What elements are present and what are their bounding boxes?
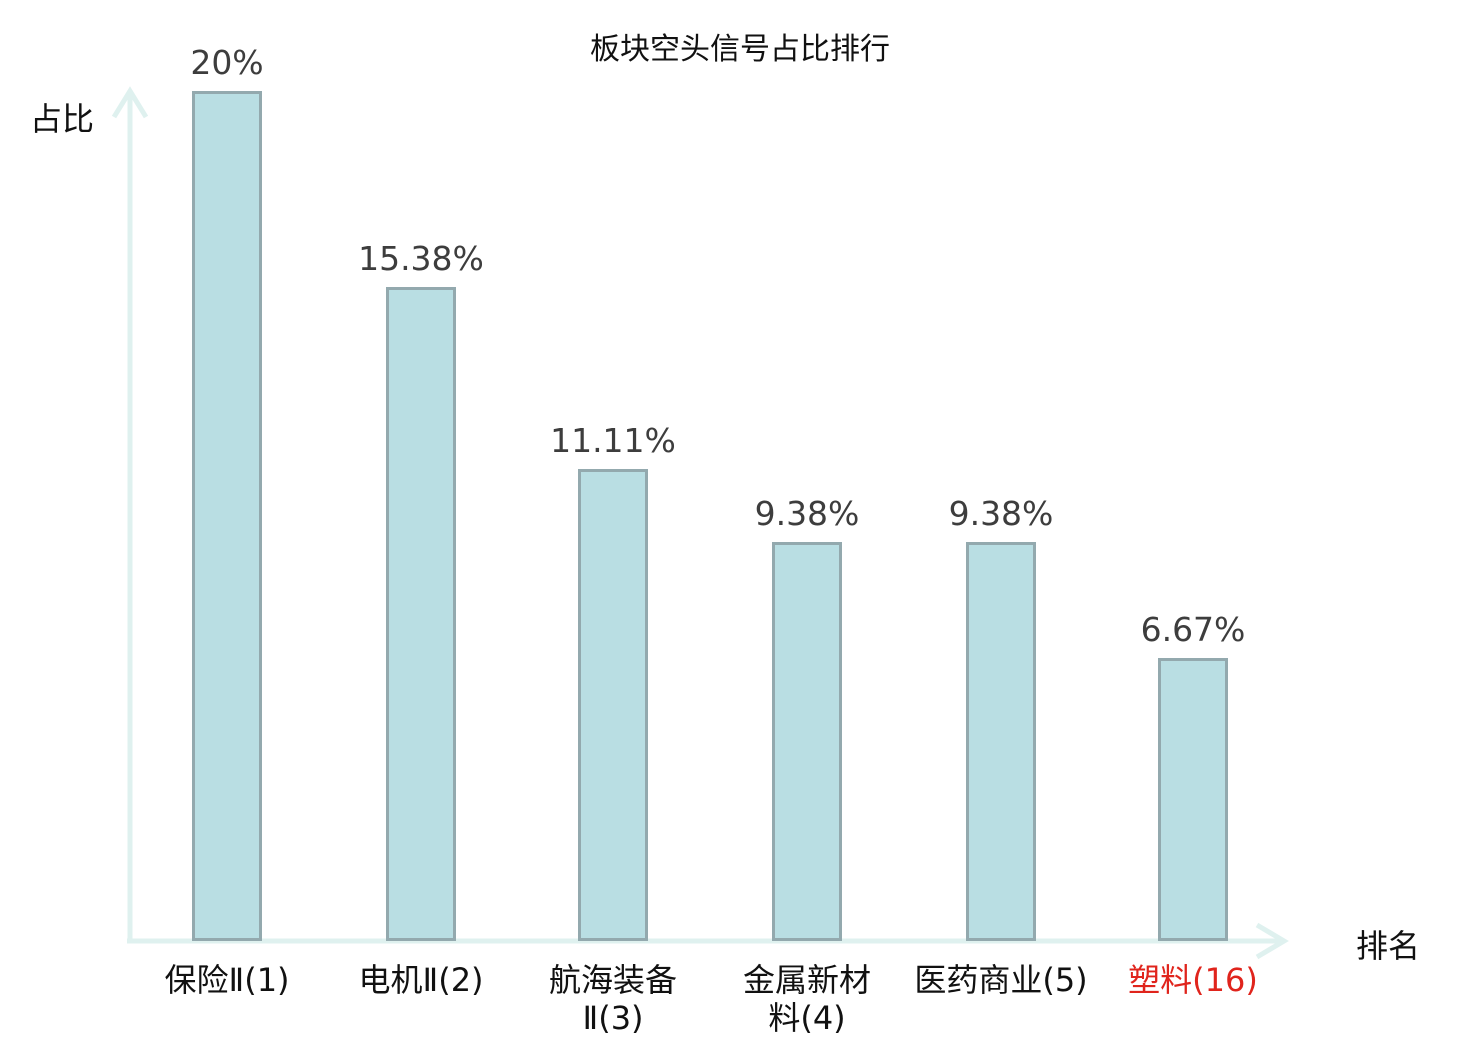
- bar-value-label: 9.38%: [948, 494, 1054, 533]
- category-label-line: 料(4): [768, 999, 846, 1037]
- category-label-line: 医药商业(5): [914, 961, 1088, 999]
- bar: [192, 91, 262, 941]
- category-label-line: 金属新材: [742, 961, 871, 999]
- category-label: 保险Ⅱ(1): [107, 961, 347, 999]
- category-label: 航海装备 Ⅱ(3): [493, 961, 733, 1037]
- bar-value-label: 11.11%: [550, 421, 676, 460]
- category-label-line: 保险Ⅱ(1): [164, 961, 290, 999]
- y-axis-label: 占比: [30, 100, 95, 138]
- chart-title: 板块空头信号占比排行: [590, 32, 890, 67]
- category-label: 金属新材 料(4): [687, 961, 927, 1037]
- bar: [966, 542, 1036, 941]
- bar: [1158, 658, 1228, 941]
- bar: [386, 287, 456, 941]
- bar-value-label: 6.67%: [1140, 610, 1246, 649]
- bar: [772, 542, 842, 941]
- bar-value-label: 15.38%: [358, 239, 484, 278]
- category-label: 塑料(16): [1073, 961, 1313, 999]
- bar-value-label: 9.38%: [754, 494, 860, 533]
- bar-value-label: 20%: [190, 43, 264, 82]
- category-label-line: 电机Ⅱ(2): [358, 961, 484, 999]
- category-label-line: Ⅱ(3): [582, 999, 644, 1037]
- category-label-line: 塑料(16): [1128, 961, 1258, 999]
- y-axis-arrowhead-icon: [111, 86, 149, 119]
- x-axis-arrowhead-icon: [1255, 922, 1289, 960]
- bar: [578, 469, 648, 941]
- category-label: 医药商业(5): [881, 961, 1121, 999]
- x-axis-label: 排名: [1356, 927, 1421, 965]
- category-label: 电机Ⅱ(2): [301, 961, 541, 999]
- category-label-line: 航海装备: [548, 961, 677, 999]
